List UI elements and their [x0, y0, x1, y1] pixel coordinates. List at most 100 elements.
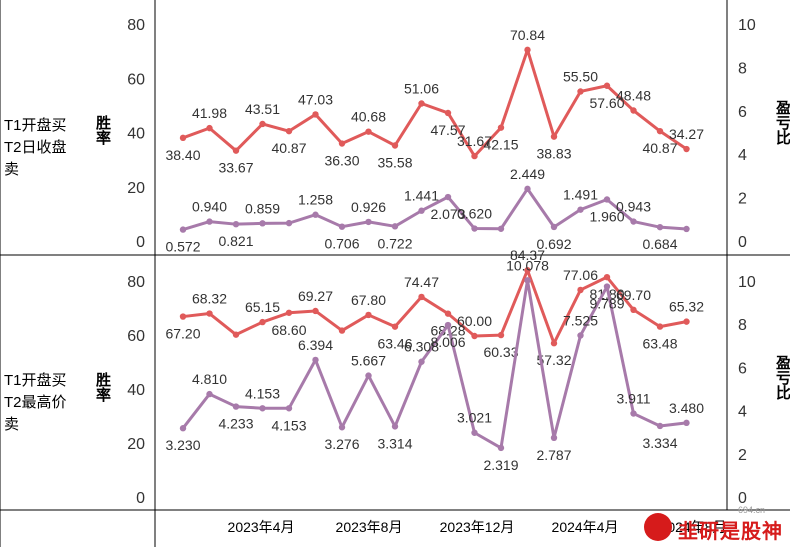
p0-series-1-label-3: 0.859	[245, 200, 280, 216]
p1-series-1-label-16: 9.789	[589, 296, 624, 312]
p1-series-1-point-1	[206, 390, 213, 398]
row-label-top-line1: T1开盘买	[4, 117, 67, 134]
p1-series-0-label-11: 60.00	[457, 313, 492, 329]
p0-series-0-label-16: 57.60	[589, 95, 624, 111]
p1-ytick-2: 40	[127, 382, 145, 399]
p1-y2tick-4: 8	[738, 317, 747, 334]
p1-series-1-point-2	[232, 403, 240, 410]
p0-series-1-point-13	[524, 185, 531, 193]
x-tick-2: 2023年12月	[440, 519, 515, 535]
p0-series-0-label-7: 40.68	[351, 109, 386, 125]
x-tick-0: 2023年4月	[228, 519, 295, 535]
p1-series-1-label-14: 2.787	[536, 447, 571, 463]
p0-series-1-point-0	[179, 226, 187, 233]
p0-series-0-point-11	[471, 152, 478, 160]
p1-series-1-label-15: 7.525	[563, 312, 598, 328]
p1-series-0-label-4: 68.60	[271, 322, 306, 338]
row-label-top-line2: T2日收盘	[4, 139, 67, 156]
p0-series-0-label-19: 34.27	[669, 126, 704, 142]
p0-y2tick-2: 4	[738, 147, 747, 164]
brand-site: 694.cn	[738, 505, 766, 515]
p1-series-1-label-3: 4.153	[245, 385, 280, 401]
p0-series-0-label-5: 47.03	[298, 91, 333, 107]
p1-series-1-point-16	[603, 283, 611, 290]
p0-series-0-label-4: 40.87	[271, 140, 306, 156]
p1-series-1-label-17: 3.911	[617, 391, 651, 407]
p1-y2tick-5: 10	[738, 274, 756, 291]
p0-series-1-label-5: 1.258	[298, 192, 333, 208]
p1-series-0-label-3: 65.15	[245, 299, 280, 315]
p1-series-0-label-12: 60.33	[483, 344, 518, 360]
p1-series-0-label-9: 74.47	[404, 274, 439, 290]
p0-series-0-point-4	[285, 127, 293, 135]
p0-series-0-label-0: 38.40	[165, 147, 200, 163]
p1-series-0-point-10	[444, 310, 452, 317]
p0-series-1-label-11: 0.620	[457, 206, 492, 222]
p1-y2tick-2: 4	[738, 404, 747, 421]
p0-series-1-point-1	[206, 218, 213, 225]
p0-series-1-label-0: 0.572	[165, 239, 200, 255]
p1-series-0-label-19: 65.32	[669, 299, 704, 315]
p1-series-1-point-19	[683, 419, 690, 427]
p1-series-1-label-0: 3.230	[165, 437, 200, 453]
p0-series-0-point-1	[206, 124, 213, 132]
p1-series-0-label-7: 67.80	[351, 292, 386, 308]
p0-series-0-label-18: 40.87	[642, 140, 677, 156]
p0-series-1-point-19	[683, 225, 690, 233]
p0-series-1-point-11	[471, 225, 478, 232]
p0-series-1-point-7	[365, 218, 372, 226]
p1-series-1-label-10: 8.006	[430, 334, 465, 350]
p1-series-1-label-6: 3.276	[324, 436, 359, 452]
p1-series-1-point-15	[577, 332, 584, 339]
p0-series-1-label-9: 1.441	[404, 188, 439, 204]
p0-series-0-label-3: 43.51	[245, 101, 280, 117]
p0-series-1-point-18	[656, 223, 664, 231]
p0-series-0-point-2	[232, 147, 240, 154]
p1-series-1-label-1: 4.810	[192, 371, 227, 387]
p1-series-1-point-3	[259, 405, 266, 412]
p0-series-0-label-10: 47.57	[430, 122, 465, 138]
p0-series-0-label-14: 38.83	[536, 146, 571, 162]
p1-series-1-label-11: 3.021	[457, 410, 492, 426]
row-label-bottom: T1开盘买 T2最高价 卖	[4, 370, 84, 436]
p0-series-0-label-8: 35.58	[377, 154, 412, 170]
p0-series-0-point-3	[259, 120, 266, 128]
p1-y2tick-0: 0	[738, 490, 747, 507]
p0-ytick-0: 0	[136, 234, 145, 251]
p1-series-0-point-7	[365, 311, 372, 319]
p1-series-0-point-5	[312, 307, 319, 315]
y2-axis-title-top: 盈亏比	[774, 100, 790, 145]
p0-series-0-label-12: 42.15	[483, 137, 518, 153]
p0-series-1-point-5	[312, 211, 319, 218]
p0-series-1-label-16: 1.960	[589, 208, 624, 224]
p0-series-0-point-0	[179, 134, 187, 142]
p0-series-0-point-10	[444, 109, 452, 117]
p1-series-0-label-18: 63.48	[642, 336, 677, 352]
p0-series-0-point-15	[577, 88, 584, 95]
x-tick-4: 2024年8月	[660, 519, 727, 535]
p0-y2tick-3: 6	[738, 104, 747, 121]
p1-series-1-point-7	[365, 372, 372, 379]
p0-ytick-3: 60	[127, 71, 145, 88]
p1-series-1-point-12	[497, 444, 505, 452]
p0-series-1-label-6: 0.706	[324, 236, 359, 252]
p0-series-1-point-12	[497, 225, 505, 232]
p1-series-0-label-17: 69.70	[616, 287, 651, 303]
p0-series-1-label-1: 0.940	[192, 199, 227, 215]
p1-series-1-label-7: 5.667	[351, 353, 386, 369]
p1-series-0-point-13	[524, 267, 531, 274]
p1-series-0-point-16	[603, 273, 611, 281]
p1-series-0-line	[182, 268, 687, 345]
p0-series-1-label-7: 0.926	[351, 199, 386, 215]
p0-series-1-point-3	[259, 220, 266, 227]
x-tick-1: 2023年8月	[336, 519, 403, 535]
brand-watermark: 韭研是股神 694.cn	[640, 505, 790, 547]
p0-series-1-point-10	[444, 193, 452, 201]
p0-series-0-point-5	[312, 111, 319, 118]
p1-series-1-point-10	[444, 321, 452, 329]
row-label-bottom-line2: T2最高价	[4, 394, 67, 411]
p1-series-1-point-14	[550, 434, 558, 442]
p1-ytick-1: 20	[127, 436, 145, 453]
p0-ytick-1: 20	[127, 180, 145, 197]
